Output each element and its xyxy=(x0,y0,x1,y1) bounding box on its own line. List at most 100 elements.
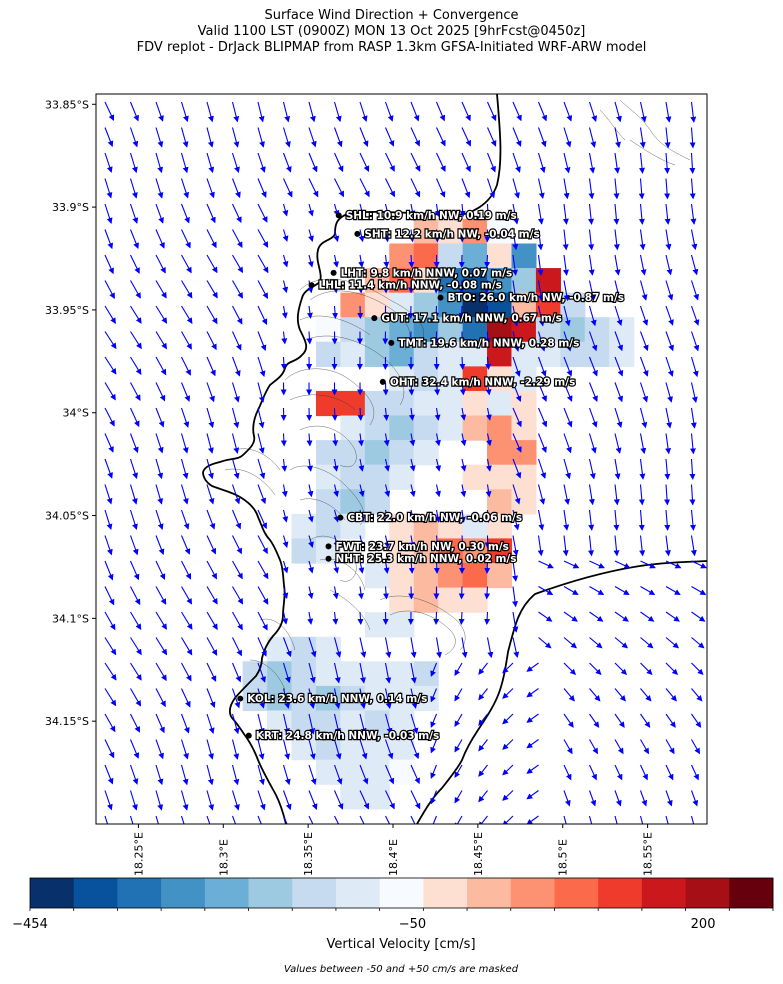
wind-arrow xyxy=(665,688,677,702)
wind-arrow xyxy=(384,101,394,122)
colorbar-swatch xyxy=(554,878,599,908)
wind-arrow xyxy=(104,458,113,479)
station-label: FWT: 23.7 km/h NW, 0.30 m/s xyxy=(336,541,509,553)
wind-arrow xyxy=(526,790,539,800)
wind-arrow xyxy=(155,560,166,580)
wind-arrow xyxy=(537,356,547,377)
lon-tick-label: 18.35°E xyxy=(302,832,315,876)
wind-arrow xyxy=(639,790,648,807)
wind-arrow xyxy=(358,509,365,523)
wind-arrow xyxy=(639,433,647,455)
wind-arrow xyxy=(717,740,725,754)
vertical-velocity-cell xyxy=(609,317,635,343)
wind-arrow xyxy=(485,407,492,421)
colorbar-tick-label: 200 xyxy=(691,917,716,932)
wind-arrow xyxy=(129,815,134,824)
wind-arrow xyxy=(257,815,262,824)
wind-arrow xyxy=(537,509,545,531)
lat-tick-label: 33.85°S xyxy=(45,98,89,111)
wind-arrow xyxy=(333,509,340,523)
vertical-velocity-cell xyxy=(389,563,415,589)
wind-arrow xyxy=(614,305,623,327)
vertical-velocity-cell xyxy=(413,243,439,269)
vertical-velocity-cell xyxy=(560,317,586,343)
vertical-velocity-cell xyxy=(438,366,464,392)
vertical-velocity-cell xyxy=(511,440,537,466)
wind-arrow xyxy=(434,203,441,217)
vertical-velocity-cell xyxy=(462,464,488,490)
vertical-velocity-cell xyxy=(511,415,537,441)
wind-arrow xyxy=(257,586,269,605)
wind-arrow xyxy=(206,101,214,123)
wind-arrow xyxy=(332,280,339,294)
map-frame xyxy=(95,93,708,825)
lat-tick-label: 34.15°S xyxy=(45,715,89,728)
wind-arrow xyxy=(410,152,421,172)
vertical-velocity-cell xyxy=(438,563,464,589)
wind-arrow xyxy=(665,433,672,455)
wind-arrow xyxy=(180,433,189,454)
wind-arrow xyxy=(588,178,595,200)
wind-arrow xyxy=(281,458,288,472)
wind-arrow xyxy=(333,739,342,760)
wind-arrow xyxy=(665,611,680,622)
station-krt: KRT: 24.8 km/h NNW, -0.03 m/s xyxy=(245,729,440,743)
wind-arrow xyxy=(231,815,237,824)
vertical-velocity-cell xyxy=(315,513,341,540)
wind-arrow xyxy=(460,433,467,447)
wind-arrow xyxy=(484,611,491,625)
wind-arrow xyxy=(282,560,289,574)
wind-arrow xyxy=(155,356,167,376)
vertical-velocity-cell xyxy=(267,661,293,687)
wind-arrow xyxy=(537,305,545,327)
wind-arrow xyxy=(588,331,598,352)
wind-arrow xyxy=(308,662,316,684)
vertical-velocity-cell xyxy=(462,268,488,294)
wind-arrow xyxy=(282,509,289,523)
wind-arrow xyxy=(538,586,554,596)
wind-arrow xyxy=(282,815,288,824)
station-lhl: LHL: 11.4 km/h NNW, -0.08 m/s xyxy=(308,279,503,293)
wind-arrow xyxy=(282,127,291,148)
wind-arrow xyxy=(180,127,189,148)
wind-arrow xyxy=(104,229,114,250)
wind-arrow xyxy=(690,407,697,429)
wind-arrow xyxy=(512,127,522,147)
wind-arrow xyxy=(332,305,339,319)
colorbar-swatch xyxy=(335,878,381,908)
wind-arrow xyxy=(155,637,168,656)
wind-arrow xyxy=(665,586,681,596)
wind-arrow xyxy=(410,637,417,659)
wind-arrow xyxy=(307,484,314,498)
wind-arrow xyxy=(485,509,492,523)
wind-arrow xyxy=(717,816,721,831)
wind-arrow xyxy=(458,586,465,600)
wind-arrow xyxy=(640,688,652,702)
wind-arrow xyxy=(180,739,189,760)
wind-arrow xyxy=(589,611,604,622)
vertical-velocity-cell xyxy=(364,784,390,810)
wind-arrow xyxy=(129,178,138,199)
wind-arrow xyxy=(478,713,488,726)
wind-arrow xyxy=(485,484,492,498)
wind-arrow xyxy=(257,713,265,735)
wind-arrow xyxy=(384,458,390,472)
station-label: SHL: 10.9 km/h NW, 0.19 m/s xyxy=(346,210,517,222)
wind-arrow xyxy=(717,587,731,595)
wind-arrow xyxy=(588,229,595,251)
wind-arrow xyxy=(409,509,416,523)
vertical-velocity-cell xyxy=(364,735,390,761)
wind-arrow xyxy=(155,254,166,274)
wind-arrow xyxy=(435,433,441,447)
wind-arrow xyxy=(181,331,192,350)
station-dot xyxy=(330,269,337,276)
wind-arrow xyxy=(563,713,574,728)
wind-arrow xyxy=(231,331,242,351)
wind-arrow xyxy=(333,254,339,268)
wind-arrow xyxy=(206,331,217,351)
wind-arrow xyxy=(129,152,138,174)
wind-arrow xyxy=(206,535,217,555)
wind-arrow xyxy=(332,458,339,472)
wind-arrow xyxy=(333,101,342,123)
plot-subtitle-model: FDV replot - DrJack BLIPMAP from RASP 1.… xyxy=(136,40,647,55)
